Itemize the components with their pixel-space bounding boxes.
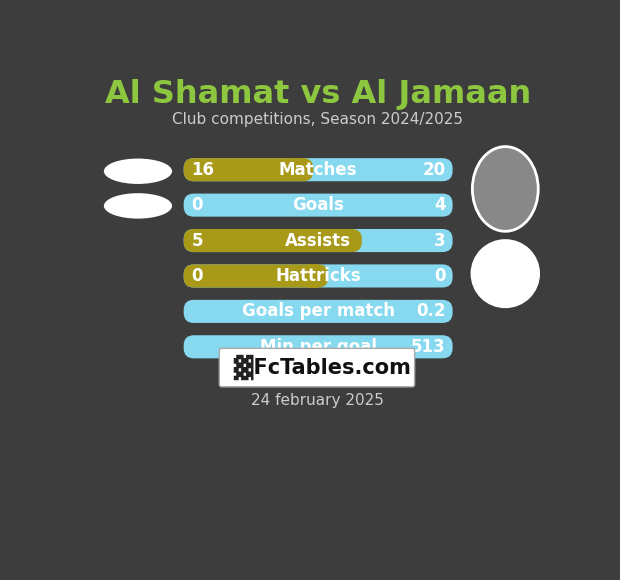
Bar <box>293 158 303 182</box>
Ellipse shape <box>472 147 538 231</box>
Text: 16: 16 <box>192 161 215 179</box>
FancyBboxPatch shape <box>184 264 328 288</box>
Text: ▓: ▓ <box>233 355 252 380</box>
Text: Hattricks: Hattricks <box>275 267 361 285</box>
Text: Club competitions, Season 2024/2025: Club competitions, Season 2024/2025 <box>172 112 463 127</box>
Ellipse shape <box>104 158 172 184</box>
FancyBboxPatch shape <box>219 349 415 387</box>
Circle shape <box>472 241 539 307</box>
Text: Assists: Assists <box>285 231 351 249</box>
FancyBboxPatch shape <box>184 264 453 288</box>
Text: 20: 20 <box>422 161 446 179</box>
Text: Al Shamat vs Al Jamaan: Al Shamat vs Al Jamaan <box>105 79 531 110</box>
Text: 24 february 2025: 24 february 2025 <box>251 393 384 408</box>
Text: 0: 0 <box>434 267 446 285</box>
Bar <box>342 229 352 252</box>
Text: FcTables.com: FcTables.com <box>239 358 410 378</box>
Text: Matches: Matches <box>279 161 357 179</box>
Text: 0: 0 <box>192 196 203 214</box>
FancyBboxPatch shape <box>184 158 453 182</box>
FancyBboxPatch shape <box>184 335 453 358</box>
Text: 4: 4 <box>434 196 446 214</box>
FancyBboxPatch shape <box>184 229 362 252</box>
Text: Goals: Goals <box>292 196 344 214</box>
Bar <box>308 264 318 288</box>
Text: 3: 3 <box>434 231 446 249</box>
FancyBboxPatch shape <box>184 158 313 182</box>
Text: Goals per match: Goals per match <box>242 302 395 320</box>
Text: 513: 513 <box>411 338 446 356</box>
Text: 5: 5 <box>192 231 203 249</box>
Text: 0.2: 0.2 <box>416 302 446 320</box>
FancyBboxPatch shape <box>184 229 453 252</box>
FancyBboxPatch shape <box>184 300 453 323</box>
Ellipse shape <box>104 193 172 219</box>
FancyBboxPatch shape <box>184 194 453 217</box>
Text: 0: 0 <box>192 267 203 285</box>
Text: Min per goal: Min per goal <box>260 338 376 356</box>
